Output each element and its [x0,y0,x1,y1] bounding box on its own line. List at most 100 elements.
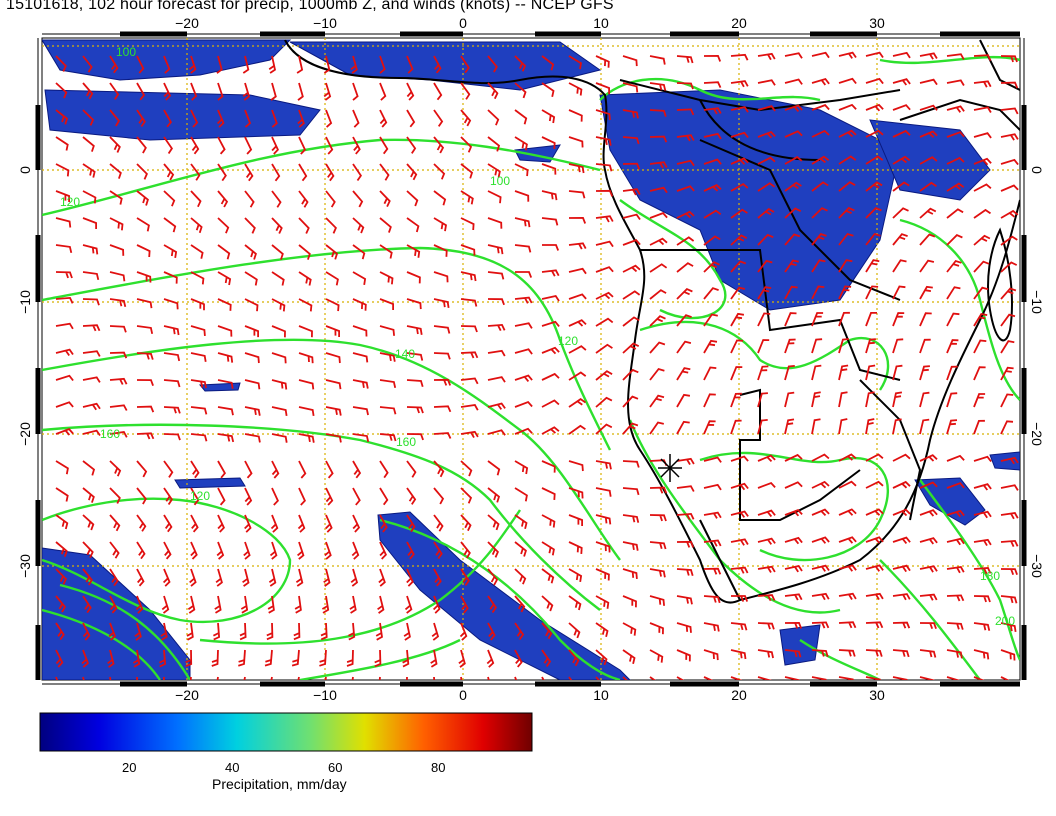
wind-barb-icon [82,271,100,281]
wind-barb-icon [649,649,664,663]
wind-barb-icon [973,567,992,575]
wind-barb-icon [1000,313,1016,327]
wind-barb-icon [865,676,881,680]
wind-barb-icon [514,296,533,304]
wind-barb-icon [136,541,146,560]
wind-barb-icon [892,104,911,111]
wind-barb-icon [460,351,479,359]
wind-barb-icon [460,55,470,74]
wind-barb-icon [865,207,882,219]
wind-barb-icon [1000,261,1018,273]
wind-barb-icon [514,568,527,585]
wind-barb-icon [433,298,450,309]
wind-barb-icon [784,391,795,408]
lon-tick-label: 30 [869,15,885,31]
wind-barb-icon [811,508,830,517]
wind-barb-icon [595,595,610,609]
wind-barb-icon [757,339,770,354]
wind-barb-icon [865,51,884,59]
wind-barb-icon [433,82,443,101]
wind-barb-icon [973,260,990,273]
wind-barb-icon [568,398,587,408]
wind-barb-icon [649,315,666,327]
wind-barb-icon [595,568,610,581]
wind-barb-icon [320,622,328,641]
wind-barb-icon [346,649,354,667]
wind-barb-icon [784,621,803,629]
wind-barb-icon [838,103,857,111]
wind-barb-icon [541,595,554,612]
wind-barb-icon [163,406,181,414]
wind-barb-icon [676,288,693,300]
wind-barb-icon [136,568,145,587]
wind-barb-icon [460,487,473,504]
wind-barb-icon [298,163,308,182]
wind-barb-icon [190,514,199,533]
wind-barb-icon [379,136,389,155]
wind-barb-icon [82,429,101,437]
wind-barb-icon [433,244,448,257]
wind-barb-icon [568,55,582,70]
wind-barb-icon [298,271,312,286]
wind-barb-icon [595,396,613,408]
wind-barbs [55,51,1019,680]
wind-barb-icon [244,433,261,443]
lon-tick-label: 20 [731,15,747,31]
wind-barb-icon [109,541,120,559]
wind-barb-icon [676,82,694,90]
wind-barb-icon [892,676,908,680]
wind-barb-icon [298,325,313,338]
wind-barb-icon [298,460,307,479]
wind-barb-icon [595,460,612,470]
wind-barb-icon [109,351,128,359]
wind-barb-icon [946,566,965,574]
wind-barb-icon [1000,539,1019,547]
wind-barb-icon [323,568,331,587]
wind-barb-icon [595,82,610,94]
wind-barb-icon [163,163,175,181]
wind-barb-icon [649,367,665,381]
wind-barb-icon [811,233,827,246]
wind-barb-icon [865,285,879,300]
wind-barb-icon [946,509,965,518]
wind-barb-icon [946,312,960,327]
wind-barb-icon [406,406,424,414]
wind-barb-icon [190,298,205,311]
wind-barb-icon [919,259,935,273]
wind-barb-icon [703,54,722,62]
wind-barb-icon [82,487,95,503]
wind-barb-icon [514,622,525,641]
wind-barb-icon [1000,340,1015,354]
wind-barb-icon [188,55,197,74]
wind-barb-icon [784,78,803,85]
wind-barb-icon [649,186,668,194]
wind-barb-icon [325,217,337,234]
wind-barb-icon [349,595,357,614]
wind-barb-icon [514,55,527,72]
wind-barb-icon [379,433,397,442]
wind-barb-icon [487,82,499,100]
wind-barb-icon [55,244,73,254]
wind-barb-icon [487,298,505,306]
wind-barb-icon [730,286,746,300]
wind-barb-icon [622,460,640,468]
wind-barb-icon [163,433,181,441]
wind-barb-icon [271,271,285,286]
wind-barb-icon [187,595,196,614]
wind-barb-icon [919,130,938,138]
wind-barb-icon [352,460,362,479]
wind-barb-icon [514,427,533,435]
wind-barb-icon [730,538,749,546]
wind-barb-icon [215,568,223,587]
wind-barb-icon [892,649,910,658]
wind-barb-icon [460,404,479,411]
wind-barb-icon [136,136,147,154]
wind-barb-icon [838,592,857,600]
lon-labels-top: −20 −10 0 10 20 30 [175,15,885,31]
wind-barb-icon [676,134,695,142]
wind-barb-icon [271,163,281,182]
wind-barb-icon [784,593,803,601]
wind-barb-icon [379,271,394,285]
wind-barb-icon [325,487,334,506]
wind-barb-icon [811,51,830,59]
